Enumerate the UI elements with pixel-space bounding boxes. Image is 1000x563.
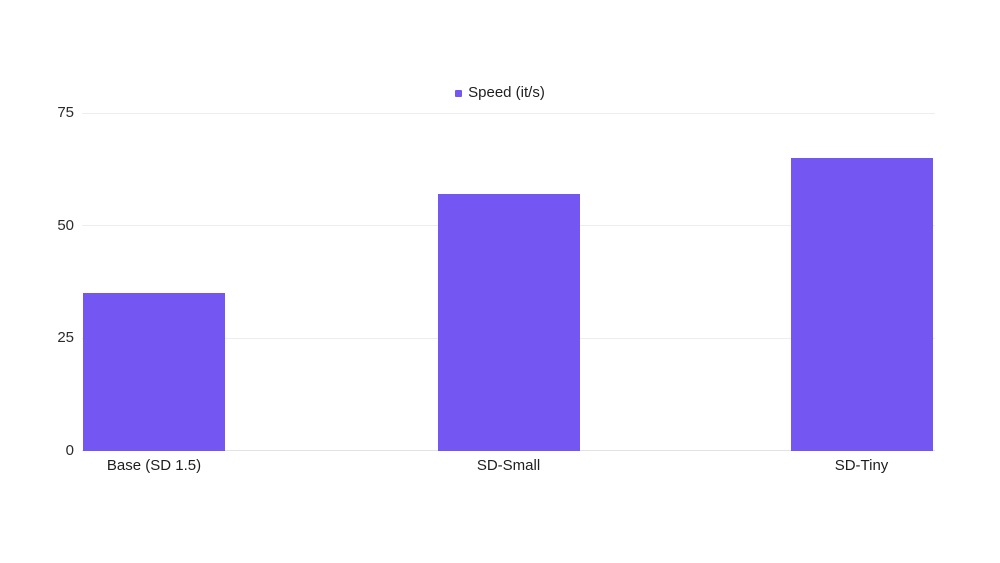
x-category-label: Base (SD 1.5)	[106, 457, 202, 474]
bar-base-sd-1-5[interactable]	[83, 293, 225, 451]
y-tick-label: 50	[57, 216, 74, 234]
legend-swatch-icon	[455, 89, 463, 97]
y-tick-label: 25	[57, 329, 74, 346]
bar-sd-small[interactable]	[437, 194, 580, 451]
legend-item-speed[interactable]: Speed (it/s)	[0, 84, 1000, 102]
y-tick-label: 75	[57, 104, 74, 121]
x-category-label: SD-Tiny	[834, 457, 889, 474]
bar-sd-tiny[interactable]	[790, 158, 933, 451]
legend-label: Speed (it/s)	[468, 84, 545, 101]
y-tick-label: 0	[65, 441, 74, 459]
x-category-label: SD-Small	[476, 457, 541, 474]
x-axis-line	[82, 450, 935, 451]
gridline	[82, 112, 935, 114]
